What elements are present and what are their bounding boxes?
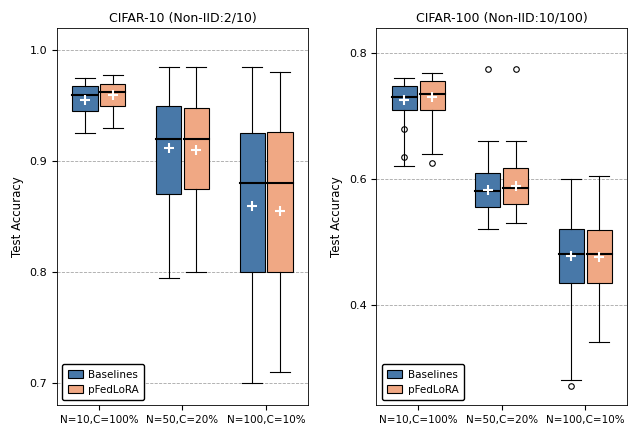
Bar <box>503 167 528 204</box>
Bar <box>156 106 181 194</box>
Legend: Baselines, pFedLoRA: Baselines, pFedLoRA <box>62 364 145 400</box>
Title: CIFAR-10 (Non-IID:2/10): CIFAR-10 (Non-IID:2/10) <box>109 11 257 24</box>
Title: CIFAR-100 (Non-IID:10/100): CIFAR-100 (Non-IID:10/100) <box>416 11 588 24</box>
Y-axis label: Test Accuracy: Test Accuracy <box>11 176 24 257</box>
Bar <box>392 86 417 110</box>
Bar <box>587 231 612 283</box>
Bar <box>72 86 97 111</box>
Y-axis label: Test Accuracy: Test Accuracy <box>330 176 344 257</box>
Bar <box>100 84 125 106</box>
Bar <box>268 132 292 272</box>
Bar <box>239 133 265 272</box>
Bar <box>420 82 445 110</box>
Bar <box>184 108 209 189</box>
Legend: Baselines, pFedLoRA: Baselines, pFedLoRA <box>381 364 463 400</box>
Bar <box>559 229 584 283</box>
Bar <box>476 173 500 207</box>
